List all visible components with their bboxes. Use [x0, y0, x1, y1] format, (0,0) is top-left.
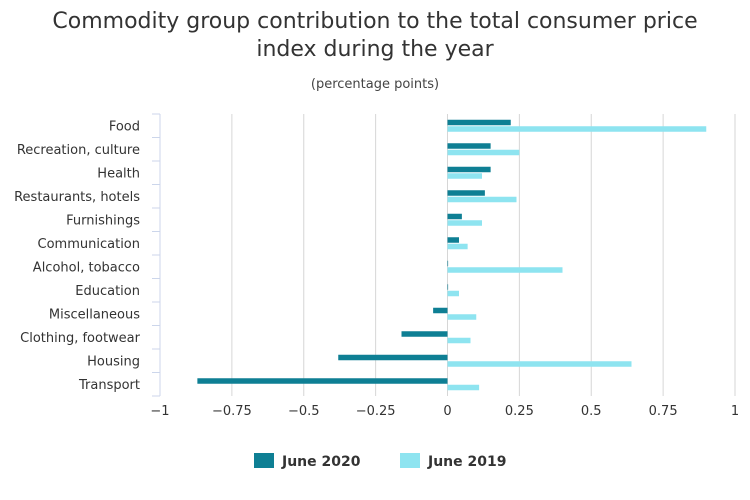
bar-june-2020[interactable] — [447, 166, 491, 173]
bar-june-2019[interactable] — [447, 243, 468, 250]
x-axis: −1 −0.75 −0.5 −0.25 0 0.25 0.5 0.75 1 — [150, 404, 739, 419]
x-tick-label: 0 — [443, 404, 451, 419]
legend-label: June 2020 — [281, 454, 361, 470]
bar-june-2019[interactable] — [447, 220, 483, 226]
bar-june-2019[interactable] — [447, 126, 707, 132]
chart-subtitle: (percentage points) — [310, 77, 440, 92]
category-label: Health — [97, 166, 140, 181]
bar-june-2020[interactable] — [433, 307, 448, 314]
legend-label: June 2019 — [427, 454, 506, 470]
category-label: Education — [75, 284, 140, 299]
bar-june-2020[interactable] — [447, 284, 449, 290]
category-label: Transport — [78, 378, 140, 393]
category-label: Food — [109, 119, 140, 134]
bar-june-2019[interactable] — [447, 337, 471, 344]
bar-june-2019[interactable] — [447, 267, 563, 273]
bar-june-2019[interactable] — [447, 361, 632, 367]
legend-swatch — [400, 453, 420, 468]
x-tick-label: 0.5 — [581, 404, 602, 419]
category-label: Restaurants, hotels — [14, 190, 140, 205]
bar-june-2020[interactable] — [447, 260, 449, 267]
x-tick-label: −0.5 — [288, 404, 320, 419]
category-label: Alcohol, tobacco — [33, 260, 140, 275]
bar-june-2020[interactable] — [401, 331, 448, 337]
bar-june-2020[interactable] — [338, 354, 448, 361]
x-tick-label: 0.75 — [649, 404, 678, 419]
category-label: Furnishings — [66, 213, 140, 228]
x-tick-label: −0.75 — [212, 404, 252, 419]
grid-lines — [159, 114, 736, 396]
bar-june-2019[interactable] — [447, 290, 460, 297]
x-tick-label: 1 — [731, 404, 739, 419]
bar-june-2019[interactable] — [447, 149, 520, 156]
category-label: Housing — [87, 354, 140, 369]
x-tick-label: −0.25 — [356, 404, 396, 419]
bar-june-2019[interactable] — [447, 384, 480, 391]
bar-june-2019[interactable] — [447, 173, 483, 179]
bar-june-2020[interactable] — [447, 119, 511, 126]
legend-swatch — [254, 453, 274, 468]
legend-item[interactable]: June 2020 — [254, 453, 361, 470]
chart-title: Commodity group contribution to the tota… — [52, 9, 698, 62]
category-label: Communication — [38, 237, 140, 252]
bar-june-2020[interactable] — [447, 213, 462, 220]
category-label: Miscellaneous — [49, 307, 140, 322]
bars — [197, 119, 707, 391]
bar-june-2020[interactable] — [447, 143, 491, 149]
bar-june-2019[interactable] — [447, 314, 477, 320]
category-label: Recreation, culture — [17, 143, 140, 158]
bar-june-2019[interactable] — [447, 196, 517, 203]
bar-june-2020[interactable] — [447, 190, 485, 196]
legend[interactable]: June 2020 June 2019 — [254, 453, 506, 470]
x-tick-label: 0.25 — [505, 404, 534, 419]
category-axis: Food Recreation, culture Health Restaurants… — [14, 113, 161, 397]
x-tick-label: −1 — [150, 404, 169, 419]
bar-june-2020[interactable] — [197, 378, 448, 384]
legend-item[interactable]: June 2019 — [400, 453, 506, 470]
bar-june-2020[interactable] — [447, 237, 460, 243]
category-label: Clothing, footwear — [20, 331, 141, 346]
